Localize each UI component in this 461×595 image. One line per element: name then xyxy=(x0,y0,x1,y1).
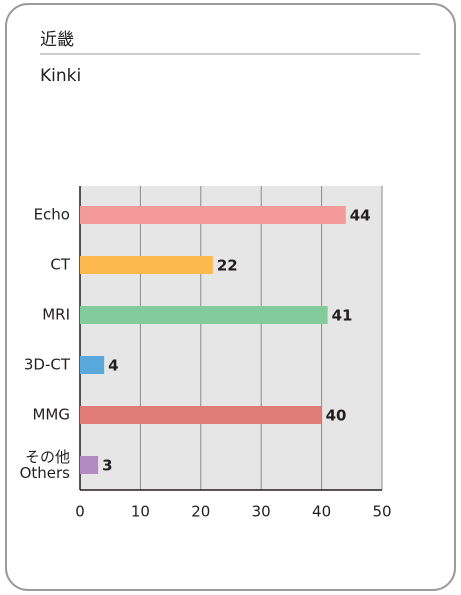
value-label: 4 xyxy=(108,357,118,375)
chart-title: 近畿 xyxy=(40,30,74,50)
x-tick-label: 10 xyxy=(131,503,150,521)
bar xyxy=(80,456,99,474)
y-tick-label: MRI xyxy=(42,306,70,324)
y-tick-label: その他 Others xyxy=(20,448,71,482)
value-label: 3 xyxy=(102,457,112,475)
x-tick-label: 30 xyxy=(252,503,271,521)
y-tick-label: MMG xyxy=(32,406,70,424)
x-tick-label: 0 xyxy=(75,503,85,521)
bar xyxy=(80,206,346,224)
chart-subtitle: Kinki xyxy=(40,66,81,86)
y-tick-label: 3D-CT xyxy=(24,356,71,374)
bar xyxy=(80,256,213,274)
bar xyxy=(80,356,105,374)
y-tick-label: CT xyxy=(50,256,70,274)
plot-background xyxy=(80,186,382,490)
bar xyxy=(80,306,328,324)
bar xyxy=(80,406,322,424)
value-label: 22 xyxy=(217,257,238,275)
y-tick-label: Echo xyxy=(34,206,70,224)
value-label: 41 xyxy=(332,307,353,325)
x-tick-label: 40 xyxy=(312,503,331,521)
x-tick-label: 20 xyxy=(191,503,210,521)
x-tick-label: 50 xyxy=(372,503,391,521)
value-label: 40 xyxy=(326,407,347,425)
value-label: 44 xyxy=(350,207,371,225)
